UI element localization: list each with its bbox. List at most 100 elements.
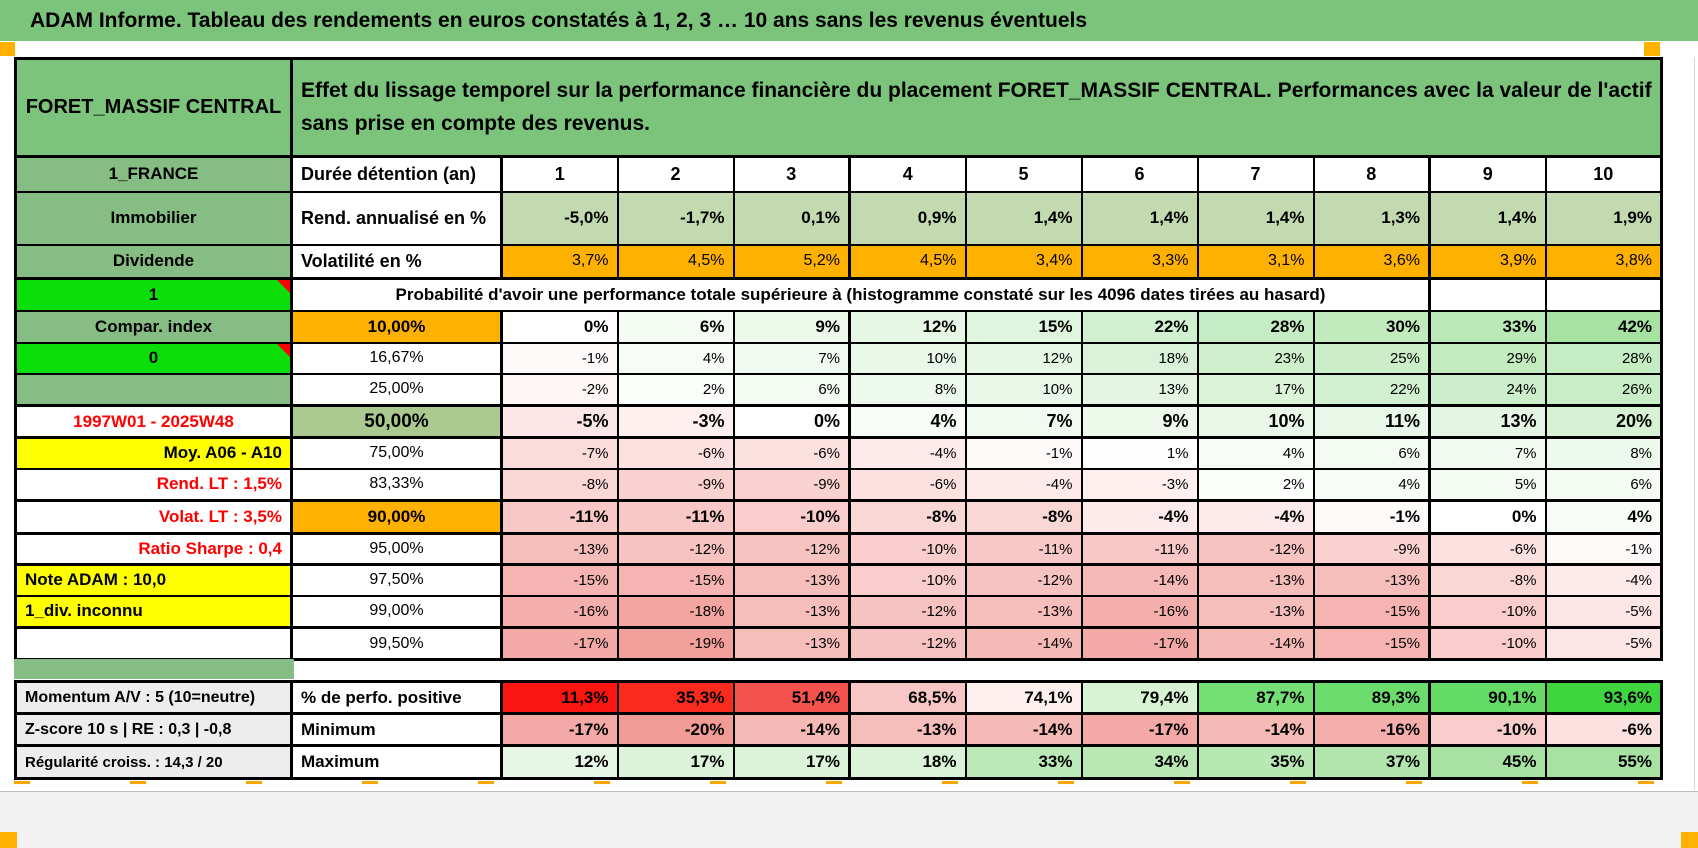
grid-cell[interactable]: -16%	[1312, 712, 1431, 747]
label-cell-prob-16[interactable]: 0	[14, 341, 293, 375]
grid-cell[interactable]: 6%	[1544, 467, 1663, 502]
grid-cell[interactable]: 0%	[732, 404, 851, 439]
grid-cell[interactable]: 1	[500, 155, 619, 193]
grid-cell[interactable]: 30%	[1312, 309, 1431, 344]
label-cell-prob-25[interactable]	[14, 372, 293, 407]
grid-cell[interactable]: 3	[732, 155, 851, 193]
grid-cell[interactable]: -6%	[848, 467, 967, 502]
grid-cell[interactable]: 18%	[848, 744, 967, 780]
label-cell-perfo-positive[interactable]: Momentum A/V : 5 (10=neutre)	[14, 680, 293, 715]
label-cell-prob-995[interactable]	[14, 626, 293, 661]
grid-cell[interactable]: 7%	[1428, 436, 1547, 470]
grid-cell[interactable]: -10%	[732, 499, 851, 535]
grid-cell[interactable]: -10%	[1428, 626, 1547, 661]
grid-cell[interactable]: 4,5%	[848, 243, 967, 280]
grid-cell[interactable]: 93,6%	[1544, 680, 1663, 715]
grid-cell[interactable]: -6%	[1428, 532, 1547, 566]
grid-cell[interactable]: 0%	[500, 309, 619, 344]
grid-cell[interactable]: 55%	[1544, 744, 1663, 780]
grid-cell[interactable]: 12%	[848, 309, 967, 344]
grid-cell[interactable]: -11%	[964, 532, 1083, 566]
grid-cell[interactable]: -17%	[1080, 712, 1199, 747]
grid-cell[interactable]: 28%	[1544, 341, 1663, 375]
grid-cell[interactable]: 0,1%	[732, 190, 851, 246]
grid-cell[interactable]: 22%	[1080, 309, 1199, 344]
grid-cell[interactable]: 2	[616, 155, 735, 193]
grid-cell[interactable]: -13%	[1196, 563, 1315, 597]
mid-cell-prob-25[interactable]: 25,00%	[290, 372, 503, 407]
grid-cell[interactable]: -13%	[732, 563, 851, 597]
grid-cell[interactable]: -15%	[1312, 626, 1431, 661]
grid-cell[interactable]: 5	[964, 155, 1083, 193]
grid-cell[interactable]: 5,2%	[732, 243, 851, 280]
grid-cell[interactable]: 1,9%	[1544, 190, 1663, 246]
grid-cell[interactable]: 10%	[848, 341, 967, 375]
grid-cell[interactable]: 1,4%	[1196, 190, 1315, 246]
grid-cell[interactable]: -18%	[616, 594, 735, 629]
mid-cell-prob-75[interactable]: 75,00%	[290, 436, 503, 470]
label-cell-prob-95[interactable]: Ratio Sharpe : 0,4	[14, 532, 293, 566]
grid-cell[interactable]: -4%	[1080, 499, 1199, 535]
grid-cell[interactable]: 87,7%	[1196, 680, 1315, 715]
grid-cell[interactable]: -12%	[848, 626, 967, 661]
grid-cell[interactable]: 3,9%	[1428, 243, 1547, 280]
grid-cell[interactable]: 6%	[1312, 436, 1431, 470]
grid-cell[interactable]: -9%	[616, 467, 735, 502]
grid-cell[interactable]: 4%	[848, 404, 967, 439]
grid-cell[interactable]: 18%	[1080, 341, 1199, 375]
grid-cell[interactable]: -13%	[1196, 594, 1315, 629]
grid-cell[interactable]: -8%	[848, 499, 967, 535]
grid-cell[interactable]: 13%	[1428, 404, 1547, 439]
grid-cell[interactable]: 33%	[964, 744, 1083, 780]
label-cell-prob-97[interactable]: Note ADAM : 10,0	[14, 563, 293, 597]
grid-cell[interactable]: 4%	[1196, 436, 1315, 470]
mid-cell-prob-10[interactable]: 10,00%	[290, 309, 503, 344]
mid-cell-prob-90[interactable]: 90,00%	[290, 499, 503, 535]
grid-cell[interactable]: 8%	[1544, 436, 1663, 470]
grid-cell[interactable]: -10%	[1428, 712, 1547, 747]
grid-cell[interactable]: -6%	[732, 436, 851, 470]
grid-cell[interactable]: -8%	[1428, 563, 1547, 597]
grid-cell[interactable]: -14%	[964, 626, 1083, 661]
label-cell-prob-99[interactable]: 1_div. inconnu	[14, 594, 293, 629]
grid-cell[interactable]: 5%	[1428, 467, 1547, 502]
grid-cell[interactable]: -13%	[848, 712, 967, 747]
label-cell-prob-50[interactable]: 1997W01 - 2025W48	[14, 404, 293, 439]
grid-cell[interactable]: 20%	[1544, 404, 1663, 439]
mid-cell-maximum[interactable]: Maximum	[290, 744, 503, 780]
grid-cell[interactable]: -6%	[1544, 712, 1663, 747]
grid-cell[interactable]: 1,4%	[1080, 190, 1199, 246]
grid-cell[interactable]: -16%	[1080, 594, 1199, 629]
grid-cell[interactable]: 3,3%	[1080, 243, 1199, 280]
grid-cell[interactable]: 6%	[732, 372, 851, 407]
label-cell-prob-83[interactable]: Rend. LT : 1,5%	[14, 467, 293, 502]
label-cell-prob-header[interactable]: 1	[14, 277, 293, 312]
grid-cell[interactable]: 0%	[1428, 499, 1547, 535]
grid-cell[interactable]: -12%	[1196, 532, 1315, 566]
grid-cell[interactable]: 1,4%	[1428, 190, 1547, 246]
grid-cell[interactable]: 3,8%	[1544, 243, 1663, 280]
grid-cell[interactable]: -20%	[616, 712, 735, 747]
grid-cell[interactable]: -8%	[500, 467, 619, 502]
grid-cell[interactable]: -13%	[732, 626, 851, 661]
mid-cell-duree[interactable]: Durée détention (an)	[290, 155, 503, 193]
grid-cell[interactable]: 2%	[1196, 467, 1315, 502]
grid-cell[interactable]: -6%	[616, 436, 735, 470]
grid-cell[interactable]: -17%	[500, 626, 619, 661]
grid-cell[interactable]: 28%	[1196, 309, 1315, 344]
grid-cell[interactable]: 3,1%	[1196, 243, 1315, 280]
grid-cell[interactable]: -13%	[732, 594, 851, 629]
grid-cell[interactable]: -13%	[500, 532, 619, 566]
grid-cell[interactable]: 25%	[1312, 341, 1431, 375]
grid-cell[interactable]: 4,5%	[616, 243, 735, 280]
grid-cell[interactable]: 74,1%	[964, 680, 1083, 715]
grid-cell[interactable]: -14%	[1196, 626, 1315, 661]
grid-cell[interactable]: 9	[1428, 155, 1547, 193]
empty-cell[interactable]	[1544, 277, 1663, 312]
grid-cell[interactable]: -11%	[616, 499, 735, 535]
label-cell-prob-75[interactable]: Moy. A06 - A10	[14, 436, 293, 470]
merged-cell-title[interactable]: Effet du lissage temporel sur la perform…	[290, 57, 1663, 158]
grid-cell[interactable]: 6	[1080, 155, 1199, 193]
grid-cell[interactable]: 24%	[1428, 372, 1547, 407]
grid-cell[interactable]: -12%	[616, 532, 735, 566]
